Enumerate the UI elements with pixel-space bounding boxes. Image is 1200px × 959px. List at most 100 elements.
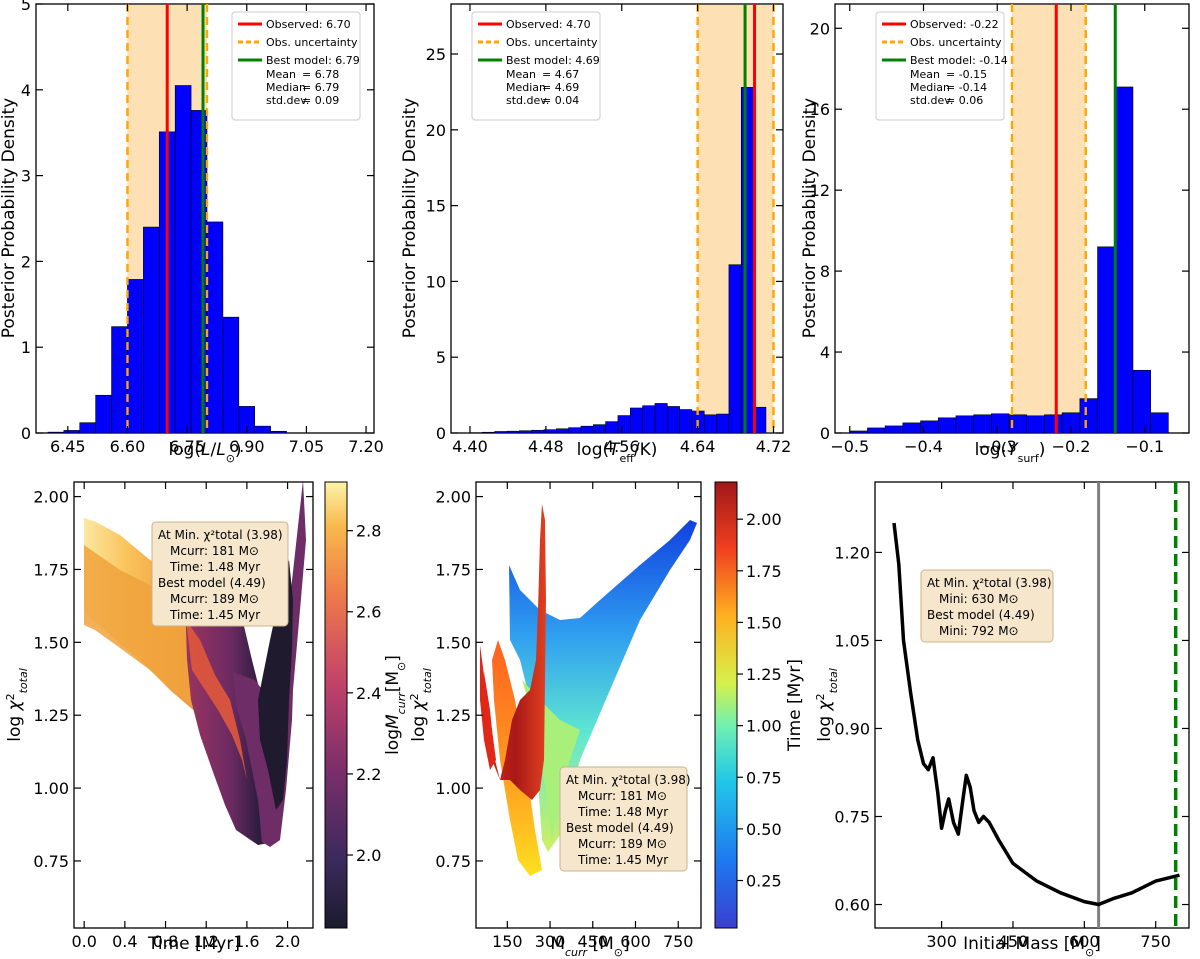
histogram-bar (1097, 246, 1116, 434)
x-tick-label: −0.3 (978, 437, 1017, 456)
stat-name: std.dev. (910, 94, 953, 107)
colorbar-label: logMcurr[M⊙] (383, 655, 408, 755)
y-tick-label: 1.25 (435, 706, 471, 725)
colorbar-tick-label: 2.8 (356, 522, 381, 541)
x-tick-label: −0.4 (904, 437, 943, 456)
y-tick-label: 0.75 (33, 852, 69, 871)
histogram-bar (1150, 412, 1169, 434)
y-tick-label: 2.00 (435, 488, 471, 507)
annotation-line: Mcurr: 181 M⊙ (170, 544, 259, 558)
histogram-bar (716, 413, 730, 434)
legend-label: Observed: 4.70 (506, 18, 591, 31)
x-tick-label: 2.0 (275, 932, 300, 951)
stat-name: Mean (266, 68, 296, 81)
annotation-background (920, 569, 1054, 643)
y-tick-label: 1.50 (435, 633, 471, 652)
stat-value: = 4.67 (542, 68, 579, 81)
histogram-bar (1079, 398, 1098, 434)
annotation-line: Time: 1.45 Myr (169, 608, 260, 622)
legend-label: Best model: 6.79 (266, 54, 360, 67)
annotation-line: Time: 1.45 Myr (577, 853, 668, 867)
annotation-line: Mcurr: 189 M⊙ (578, 837, 667, 851)
y-tick-label: 2.00 (33, 488, 69, 507)
histogram-bar (482, 431, 495, 434)
y-tick-label: 1.75 (435, 560, 471, 579)
x-tick-label: 4.40 (452, 437, 488, 456)
histogram-bar (1132, 369, 1151, 434)
x-axis-label: log(Ysurf) (975, 440, 1046, 465)
annotation-line: At Min. χ²total (3.98) (566, 773, 691, 787)
x-tick-label: 6.90 (229, 437, 265, 456)
histogram-bar (849, 430, 868, 434)
y-tick-label: 16 (810, 100, 830, 119)
legend-box (471, 11, 601, 121)
legend-label: Best model: -0.14 (910, 54, 1008, 67)
y-tick-label: 1.00 (33, 779, 69, 798)
histogram-bar (666, 406, 680, 434)
x-axis-label: Time [Myr] (147, 934, 240, 954)
histogram-bar (254, 425, 271, 434)
uncertainty-band (1012, 5, 1086, 432)
histogram-bar (884, 425, 904, 434)
histogram-bar (703, 414, 717, 434)
y-axis-label: Posterior Probability Density (800, 98, 820, 338)
x-tick-label: 0.8 (153, 932, 178, 951)
histogram-bar (740, 87, 754, 434)
y-tick-label: 4 (21, 81, 31, 100)
x-tick-label: −0.2 (1052, 437, 1091, 456)
stat-name: std.dev. (266, 94, 309, 107)
y-axis-label: Posterior Probability Density (0, 98, 19, 338)
y-tick-label: 1.50 (33, 633, 69, 652)
x-tick-label: 0.4 (112, 932, 137, 951)
legend-label: Best model: 4.69 (506, 54, 600, 67)
x-tick-label: 4.64 (680, 437, 716, 456)
histogram-bar (174, 85, 192, 434)
histogram-bar (143, 226, 160, 434)
x-tick-label: 7.20 (348, 437, 384, 456)
histogram-bar (1114, 86, 1134, 434)
x-tick-label: 1.2 (193, 932, 218, 951)
legend-label: Obs. uncertainty (910, 36, 1002, 49)
y-tick-label: 0.90 (834, 719, 870, 738)
histogram-bar (568, 427, 582, 434)
histogram-bar (867, 427, 886, 434)
histogram-bar (955, 415, 974, 434)
mass-chi2-panel: 150 300 450 600 750 0.75 1.00 1.25 1.50 1.75 2.00 A… (408, 481, 805, 959)
colorbar-tick-label: 2.0 (356, 846, 381, 865)
stat-value: = 6.79 (302, 81, 339, 94)
histogram-bar (518, 430, 532, 434)
annotation-line: Best model (4.49) (158, 576, 266, 590)
y-tick-label: 2 (21, 252, 31, 271)
histogram-bar (592, 424, 606, 434)
y-tick-label: 4 (820, 343, 830, 362)
stat-value: = 6.78 (302, 68, 339, 81)
x-tick-label: 450 (998, 932, 1029, 951)
x-axis-label: Initial Mass [M⊙] (963, 934, 1101, 959)
x-tick-label: 6.75 (169, 437, 205, 456)
time-chi2-panel: 0.0 0.4 0.8 1.2 1.6 2.0 0.75 1.00 1.25 1.50 1.75 2.… (4, 480, 408, 954)
x-tick-label: 300 (926, 932, 957, 951)
annotation-line: Time: 1.48 Myr (577, 805, 668, 819)
plot-frame (874, 481, 1190, 929)
stat-value: = -0.14 (946, 81, 987, 94)
histogram-bar (222, 316, 240, 434)
x-tick-label: 1.6 (234, 932, 259, 951)
histogram-bar (654, 403, 668, 434)
x-tick-label: 0.0 (71, 932, 96, 951)
x-tick-label: 600 (620, 932, 651, 951)
histogram-bar (937, 417, 957, 434)
legend: Observed: -0.22 Obs. uncertainty Best mode… (875, 11, 1008, 121)
colorbar-tick-label: 1.75 (746, 562, 782, 581)
chi2-vs-mass-surface (480, 504, 697, 876)
x-tick-label: 4.48 (528, 437, 564, 456)
histogram-bar (728, 264, 742, 434)
colorbar-label: Time [Myr] (785, 659, 805, 752)
histogram-bar (506, 430, 520, 434)
histogram-bar (605, 421, 619, 434)
histogram-bar (494, 431, 508, 434)
x-tick-label: 4.72 (756, 437, 792, 456)
y-tick-label: 0.75 (834, 808, 870, 827)
x-tick-label: 750 (1140, 932, 1171, 951)
y-tick-label: 25 (426, 45, 446, 64)
stat-value: = 4.69 (542, 81, 579, 94)
